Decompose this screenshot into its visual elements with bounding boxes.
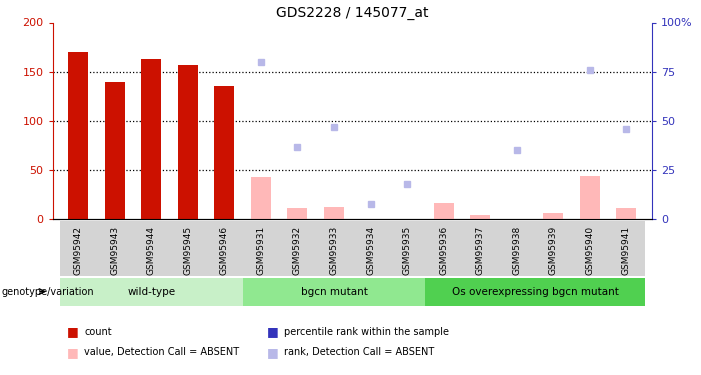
Bar <box>104 82 125 219</box>
Text: GSM95932: GSM95932 <box>293 226 302 275</box>
Text: ■: ■ <box>266 326 278 338</box>
Text: GSM95940: GSM95940 <box>585 226 594 275</box>
Text: value, Detection Call = ABSENT: value, Detection Call = ABSENT <box>84 348 239 357</box>
Bar <box>206 221 243 276</box>
Bar <box>141 59 161 219</box>
Bar <box>571 221 608 276</box>
Bar <box>215 87 234 219</box>
Bar <box>535 221 571 276</box>
Text: GSM95946: GSM95946 <box>220 226 229 275</box>
Text: GSM95945: GSM95945 <box>183 226 192 275</box>
Text: genotype/variation: genotype/variation <box>1 286 94 297</box>
Title: GDS2228 / 145077_at: GDS2228 / 145077_at <box>276 6 428 20</box>
Bar <box>426 221 462 276</box>
Text: ■: ■ <box>67 346 79 359</box>
Text: GSM95944: GSM95944 <box>147 226 156 274</box>
Text: GSM95942: GSM95942 <box>74 226 83 274</box>
Bar <box>580 176 600 219</box>
Text: GSM95931: GSM95931 <box>257 226 266 275</box>
Bar <box>60 278 243 306</box>
Bar <box>178 65 198 219</box>
Bar <box>498 221 535 276</box>
Bar <box>616 208 637 219</box>
Bar <box>68 52 88 219</box>
Bar <box>279 221 315 276</box>
Bar <box>608 221 645 276</box>
Bar <box>133 221 170 276</box>
Text: GSM95935: GSM95935 <box>402 226 411 275</box>
Bar <box>170 221 206 276</box>
Bar <box>426 278 645 306</box>
Text: percentile rank within the sample: percentile rank within the sample <box>284 327 449 337</box>
Text: GSM95933: GSM95933 <box>329 226 339 275</box>
Bar <box>353 221 389 276</box>
Bar <box>251 177 271 219</box>
Text: GSM95943: GSM95943 <box>110 226 119 275</box>
Text: GSM95934: GSM95934 <box>366 226 375 275</box>
Bar <box>389 221 426 276</box>
Text: ■: ■ <box>266 346 278 359</box>
Bar <box>97 221 133 276</box>
Text: GSM95941: GSM95941 <box>622 226 631 275</box>
Text: ■: ■ <box>67 326 79 338</box>
Bar <box>243 221 279 276</box>
Bar <box>470 215 490 219</box>
Bar <box>315 221 353 276</box>
Bar <box>543 213 564 219</box>
Bar <box>324 207 344 219</box>
Text: GSM95938: GSM95938 <box>512 226 522 275</box>
Bar <box>433 202 454 219</box>
Text: Os overexpressing bgcn mutant: Os overexpressing bgcn mutant <box>451 286 618 297</box>
Text: GSM95936: GSM95936 <box>439 226 448 275</box>
Text: wild-type: wild-type <box>127 286 175 297</box>
Bar <box>60 221 97 276</box>
Text: GSM95939: GSM95939 <box>549 226 558 275</box>
Bar <box>462 221 498 276</box>
Text: rank, Detection Call = ABSENT: rank, Detection Call = ABSENT <box>284 348 434 357</box>
Text: count: count <box>84 327 111 337</box>
Bar <box>287 208 308 219</box>
Text: bgcn mutant: bgcn mutant <box>301 286 367 297</box>
Text: GSM95937: GSM95937 <box>476 226 484 275</box>
Bar <box>243 278 426 306</box>
